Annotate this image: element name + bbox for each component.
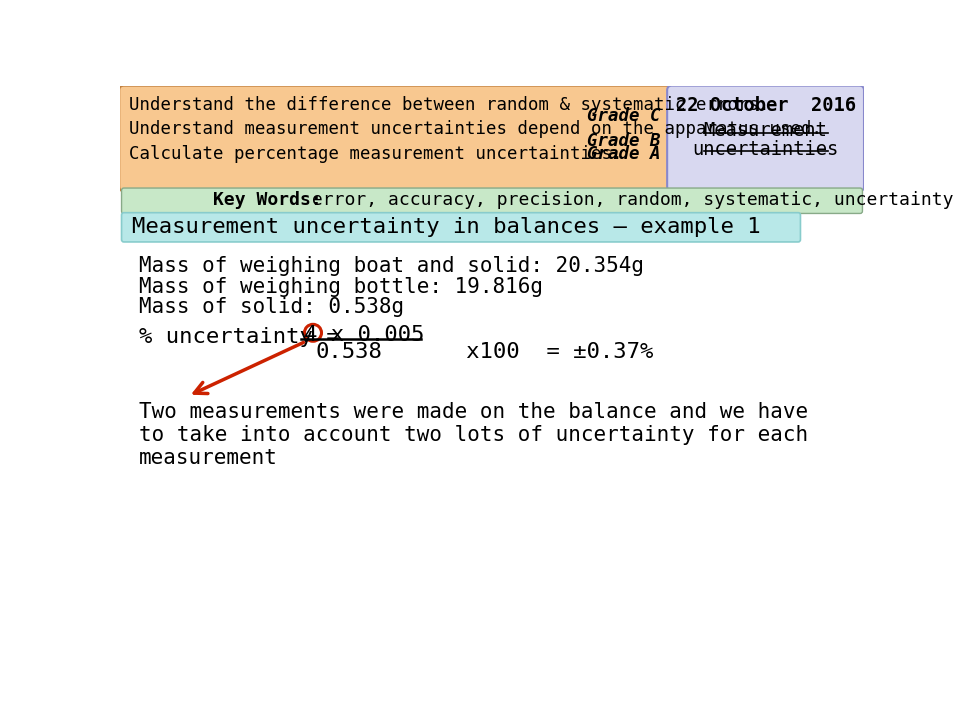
FancyBboxPatch shape [667, 86, 864, 191]
FancyBboxPatch shape [119, 86, 671, 191]
Text: x100  = ±0.37%: x100 = ±0.37% [426, 342, 654, 362]
Text: Key Words:: Key Words: [213, 192, 322, 210]
Text: uncertainties: uncertainties [692, 140, 839, 159]
Text: Measurement uncertainty in balances – example 1: Measurement uncertainty in balances – ex… [132, 217, 760, 238]
Text: to take into account two lots of uncertainty for each: to take into account two lots of uncerta… [139, 426, 808, 445]
Text: 0.538: 0.538 [315, 342, 382, 362]
Text: Calculate percentage measurement uncertainties.: Calculate percentage measurement uncerta… [130, 145, 623, 163]
Text: Two measurements were made on the balance and we have: Two measurements were made on the balanc… [139, 402, 808, 422]
Text: Understand measurement uncertainties depend on the apparatus used.: Understand measurement uncertainties dep… [130, 120, 823, 138]
Text: 4 x 0.005: 4 x 0.005 [303, 325, 424, 345]
Text: Mass of solid: 0.538g: Mass of solid: 0.538g [139, 297, 404, 318]
FancyBboxPatch shape [122, 188, 862, 213]
Text: Understand the difference between random & systematic errors.: Understand the difference between random… [130, 96, 770, 114]
Text: Mass of weighing boat and solid: 20.354g: Mass of weighing boat and solid: 20.354g [139, 256, 644, 276]
Text: Grade A: Grade A [588, 145, 660, 163]
Text: Measurement: Measurement [704, 121, 828, 140]
FancyBboxPatch shape [122, 212, 801, 242]
Text: 22 October  2016: 22 October 2016 [676, 96, 855, 114]
Text: error, accuracy, precision, random, systematic, uncertainty: error, accuracy, precision, random, syst… [300, 192, 953, 210]
Text: measurement: measurement [139, 449, 278, 468]
Text: % uncertainty =: % uncertainty = [139, 327, 353, 346]
Text: Mass of weighing bottle: 19.816g: Mass of weighing bottle: 19.816g [139, 276, 543, 297]
Text: Grade C: Grade C [588, 107, 660, 125]
Text: Grade B: Grade B [588, 132, 660, 150]
